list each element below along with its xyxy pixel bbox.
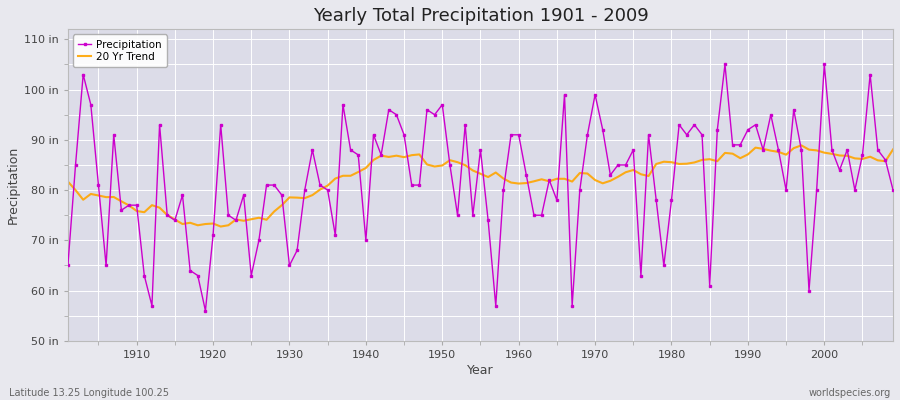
Precipitation [200, 308, 211, 313]
Precipitation [513, 132, 524, 137]
20 Yr Trend [215, 224, 226, 229]
Text: worldspecies.org: worldspecies.org [809, 388, 891, 398]
Precipitation [62, 263, 73, 268]
20 Yr Trend [346, 173, 356, 178]
20 Yr Trend [521, 181, 532, 186]
20 Yr Trend [300, 196, 310, 200]
20 Yr Trend [887, 147, 898, 152]
Precipitation [123, 203, 134, 208]
X-axis label: Year: Year [467, 364, 494, 377]
20 Yr Trend [796, 143, 806, 148]
20 Yr Trend [613, 174, 624, 179]
Y-axis label: Precipitation: Precipitation [7, 146, 20, 224]
Precipitation [300, 188, 310, 192]
Line: 20 Yr Trend: 20 Yr Trend [68, 145, 893, 226]
Precipitation [720, 62, 731, 67]
Legend: Precipitation, 20 Yr Trend: Precipitation, 20 Yr Trend [73, 34, 166, 67]
Precipitation [346, 148, 356, 152]
Precipitation [887, 188, 898, 192]
20 Yr Trend [513, 181, 524, 186]
Precipitation [613, 162, 624, 167]
Line: Precipitation: Precipitation [67, 63, 895, 312]
Text: Latitude 13.25 Longitude 100.25: Latitude 13.25 Longitude 100.25 [9, 388, 169, 398]
20 Yr Trend [123, 203, 134, 208]
Precipitation [521, 173, 532, 178]
Title: Yearly Total Precipitation 1901 - 2009: Yearly Total Precipitation 1901 - 2009 [312, 7, 648, 25]
20 Yr Trend [62, 179, 73, 184]
